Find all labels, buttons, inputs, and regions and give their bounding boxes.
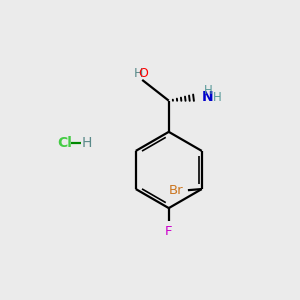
Text: H: H [213, 92, 222, 104]
Text: H: H [134, 67, 143, 80]
Text: H: H [204, 85, 213, 98]
Text: N: N [202, 90, 213, 104]
Text: Cl: Cl [57, 136, 72, 150]
Text: Br: Br [169, 184, 183, 197]
Text: O: O [138, 67, 148, 80]
Text: F: F [165, 225, 172, 238]
Text: H: H [81, 136, 92, 150]
